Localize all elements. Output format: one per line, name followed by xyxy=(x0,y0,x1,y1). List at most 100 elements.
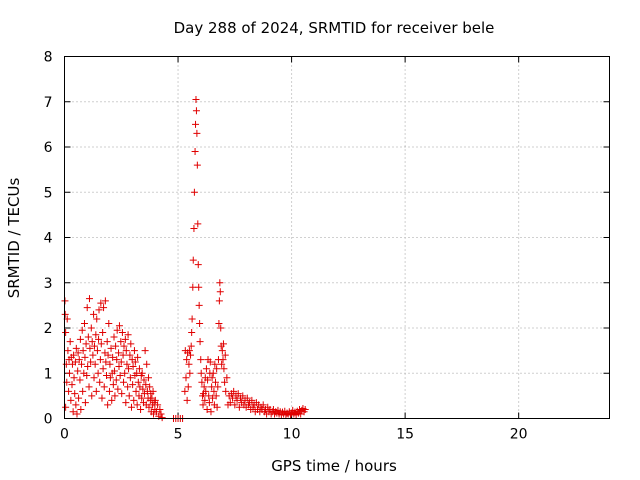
data-point xyxy=(202,387,210,395)
data-point xyxy=(181,387,189,395)
data-point xyxy=(141,347,149,355)
data-point xyxy=(145,403,153,411)
data-point xyxy=(127,403,135,411)
x-tick-label: 10 xyxy=(283,427,301,443)
data-point xyxy=(143,360,151,368)
data-point xyxy=(76,376,84,384)
data-point xyxy=(217,324,225,332)
data-point xyxy=(70,374,78,382)
data-point xyxy=(92,331,100,339)
data-point xyxy=(85,383,93,391)
data-point xyxy=(97,299,105,307)
data-point xyxy=(187,342,195,350)
data-point xyxy=(111,392,119,400)
data-point xyxy=(134,378,142,386)
data-point xyxy=(209,394,217,402)
data-point xyxy=(186,369,194,377)
data-point xyxy=(110,333,118,341)
data-point xyxy=(132,387,140,395)
data-point xyxy=(231,401,239,409)
data-point xyxy=(96,356,104,364)
data-point xyxy=(87,358,95,366)
data-point xyxy=(195,301,203,309)
data-point xyxy=(183,396,191,404)
data-point xyxy=(221,378,229,386)
data-point xyxy=(83,372,91,380)
data-point xyxy=(62,403,70,411)
data-point xyxy=(99,329,107,337)
data-point xyxy=(230,387,238,395)
data-point xyxy=(146,383,154,391)
data-point xyxy=(78,326,86,334)
data-point xyxy=(69,408,77,416)
data-point xyxy=(105,387,113,395)
data-point xyxy=(77,405,85,413)
data-point xyxy=(90,310,98,318)
data-point xyxy=(219,356,227,364)
data-point xyxy=(65,369,73,377)
data-point xyxy=(96,378,104,386)
plot-frame xyxy=(64,56,610,419)
data-point xyxy=(85,295,93,303)
data-point xyxy=(193,161,201,169)
data-point xyxy=(92,387,100,395)
data-point xyxy=(115,349,123,357)
data-point xyxy=(126,374,134,382)
data-point xyxy=(104,401,112,409)
data-point xyxy=(71,358,79,366)
data-point xyxy=(115,322,123,330)
data-point xyxy=(183,356,191,364)
data-point xyxy=(83,304,91,312)
data-point xyxy=(129,362,137,370)
data-point xyxy=(226,399,234,407)
data-point xyxy=(142,381,150,389)
x-tick-label: 15 xyxy=(396,427,414,443)
data-point xyxy=(239,392,247,400)
data-point xyxy=(259,401,267,409)
data-point xyxy=(114,385,122,393)
data-point xyxy=(184,383,192,391)
data-point xyxy=(185,360,193,368)
data-point xyxy=(205,392,213,400)
data-point xyxy=(91,360,99,368)
data-point xyxy=(62,329,70,337)
data-point xyxy=(120,342,128,350)
data-point xyxy=(122,399,130,407)
data-point xyxy=(81,399,89,407)
data-point xyxy=(190,224,198,232)
data-point xyxy=(80,319,88,327)
data-point xyxy=(209,369,217,377)
data-point xyxy=(125,392,133,400)
data-point xyxy=(208,374,216,382)
data-point xyxy=(100,383,108,391)
data-point xyxy=(84,362,92,370)
y-tick-label: 2 xyxy=(44,321,53,337)
data-point xyxy=(87,324,95,332)
x-tick-label: 20 xyxy=(510,427,528,443)
data-point xyxy=(189,256,197,264)
data-point xyxy=(138,394,146,402)
data-point xyxy=(124,331,132,339)
data-point xyxy=(219,340,227,348)
data-point xyxy=(93,315,101,323)
data-point xyxy=(129,381,137,389)
data-point xyxy=(99,365,107,373)
data-point xyxy=(89,351,97,359)
data-point xyxy=(188,315,196,323)
data-point xyxy=(197,356,205,364)
data-point xyxy=(68,381,76,389)
data-point xyxy=(64,347,72,355)
data-point xyxy=(213,365,221,373)
data-point xyxy=(76,335,84,343)
data-point xyxy=(79,387,87,395)
data-point xyxy=(188,329,196,337)
data-point xyxy=(154,401,162,409)
data-point xyxy=(201,396,209,404)
data-point xyxy=(192,95,200,103)
data-point xyxy=(124,383,132,391)
y-tick-label: 7 xyxy=(44,95,53,111)
data-point xyxy=(65,387,73,395)
data-point xyxy=(90,374,98,382)
data-point xyxy=(235,403,243,411)
